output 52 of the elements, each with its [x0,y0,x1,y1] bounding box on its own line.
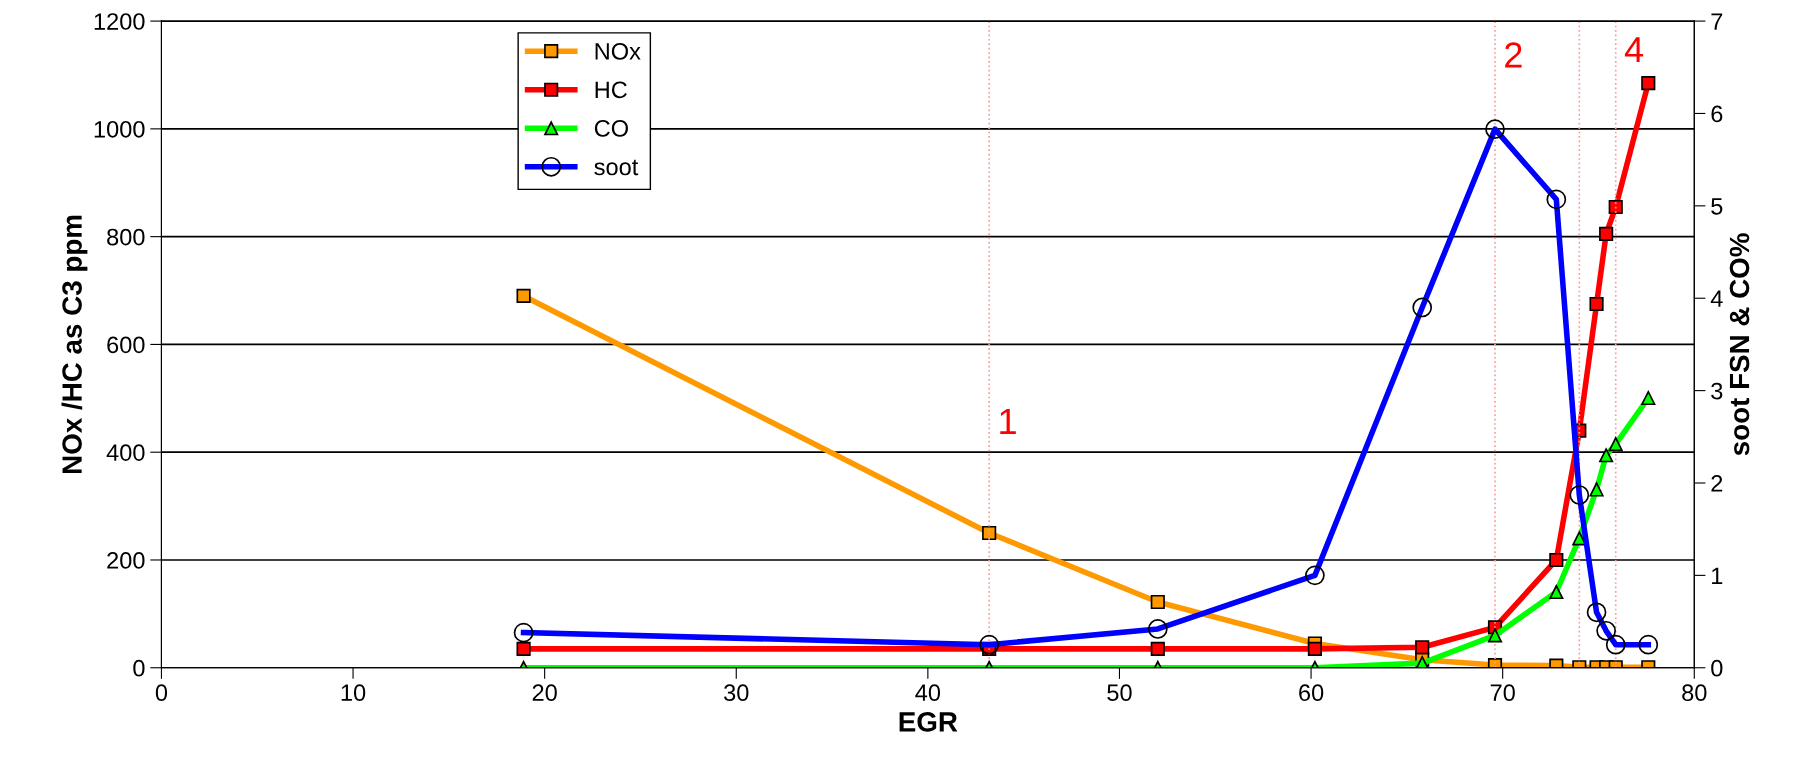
legend-label: soot [594,159,639,176]
y2-tick-label: 0 [1711,659,1723,677]
point [1589,482,1604,497]
x-tick-label: 0 [155,684,168,702]
y-tick-label: 400 [106,444,145,461]
y2-tick-label: 7 [1711,13,1723,30]
x-tick-label: 60 [1299,684,1324,702]
x-tick-label: 20 [532,684,557,702]
y-tick-label: 800 [107,228,145,246]
y-tick-label: 0 [133,659,145,677]
point [1599,226,1614,242]
x-tick-label: 10 [341,684,366,702]
y-tick-label: 1200 [94,13,145,30]
point [1549,552,1564,568]
x-tick-label: 50 [1107,684,1132,702]
x-tick-label: 30 [724,684,749,702]
annotation: 4 [1624,37,1644,63]
y-tick-label: 600 [107,336,145,354]
y2-tick-label: 5 [1711,198,1723,215]
y2-tick-label: 4 [1710,290,1723,307]
annotation: 2 [1505,42,1522,68]
point [982,525,997,541]
point [1641,75,1656,91]
y2-tick-label: 6 [1711,105,1723,123]
legend-label: HC [595,81,627,99]
point [1599,448,1614,463]
point [1641,390,1656,406]
x-tick-label: 70 [1490,684,1515,702]
point [1150,594,1165,610]
point [1608,199,1623,215]
x-tick-label: 80 [1682,684,1707,702]
y-tick-label: 200 [107,552,145,569]
point [516,641,531,656]
legend-label: NOx [595,42,641,60]
x-axis-title: EGR [899,712,958,732]
y2-axis-title: soot FSN & CO% [1729,233,1750,456]
legend-label: CO [594,120,628,137]
point [1415,640,1430,655]
point [516,288,531,304]
x-tick-label: 40 [915,684,941,702]
y2-tick-label: 3 [1711,382,1723,400]
y2-tick-label: 2 [1711,475,1723,492]
point [1150,641,1165,656]
y-tick-label: 1000 [94,120,145,138]
y2-tick-label: 1 [1712,567,1723,584]
point [1487,628,1503,643]
annotation: 1 [1000,409,1016,434]
point [1608,437,1623,452]
y-axis-title: NOx /HC as C3 ppm [61,215,88,473]
point [1307,641,1322,656]
point [1589,296,1604,312]
point [1549,584,1564,600]
